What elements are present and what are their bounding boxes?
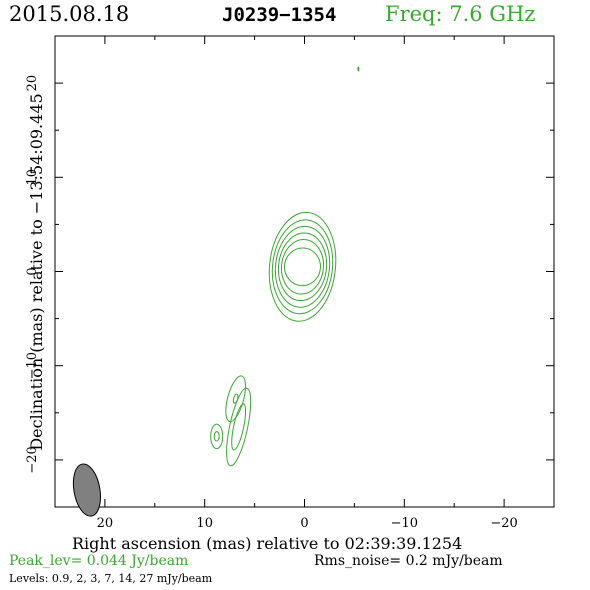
contour-lines xyxy=(210,66,360,467)
y-axis-title: Declination (mas) relative to −13:54:09.… xyxy=(27,93,46,450)
observation-date: 2015.08.18 xyxy=(9,2,130,26)
rms-noise: Rms_noise= 0.2 mJy/beam xyxy=(314,553,503,569)
contour-jet-knot-2 xyxy=(232,393,239,404)
beam-ellipse xyxy=(72,463,102,517)
x-tick-label: −10 xyxy=(391,516,418,531)
contour-core xyxy=(284,247,321,287)
contour-core xyxy=(268,211,337,322)
contour-core xyxy=(274,225,331,308)
y-tick-label: 0 xyxy=(25,267,40,275)
x-tick-label: −20 xyxy=(490,516,517,531)
contour-jet-knot-1 xyxy=(226,387,252,467)
contour-core xyxy=(280,239,325,295)
x-tick-label: 0 xyxy=(300,516,308,531)
contour-levels: Levels: 0.9, 2, 3, 7, 14, 27 mJy/beam xyxy=(9,572,213,585)
plot-frame xyxy=(54,35,555,508)
x-axis: 20 10 0 −10 −20 xyxy=(54,36,555,531)
y-tick-label: 10 xyxy=(25,169,40,186)
contour-jet-knot-1 xyxy=(231,403,247,451)
x-axis-title: Right ascension (mas) relative to 02:39:… xyxy=(72,534,463,553)
contour-core xyxy=(277,232,328,302)
contour-jet-knot-2 xyxy=(225,375,246,423)
source-name: J0239−1354 xyxy=(222,4,337,26)
beam-ellipse-group xyxy=(72,463,102,517)
y-tick-label: −20 xyxy=(25,446,40,473)
contour-jet-knot-3 xyxy=(210,423,224,450)
contour-jet-knot-3 xyxy=(213,431,220,442)
y-tick-label: −10 xyxy=(25,352,40,379)
frequency-label: Freq: 7.6 GHz xyxy=(385,2,536,26)
contour-spur xyxy=(357,66,360,72)
x-tick-label: 20 xyxy=(97,516,114,531)
x-tick-label: 10 xyxy=(196,516,213,531)
peak-level: Peak_lev= 0.044 Jy/beam xyxy=(9,553,189,569)
y-axis: 20 10 0 −10 −20 xyxy=(25,35,554,508)
y-tick-label: 20 xyxy=(25,75,40,92)
contour-core xyxy=(271,219,334,315)
